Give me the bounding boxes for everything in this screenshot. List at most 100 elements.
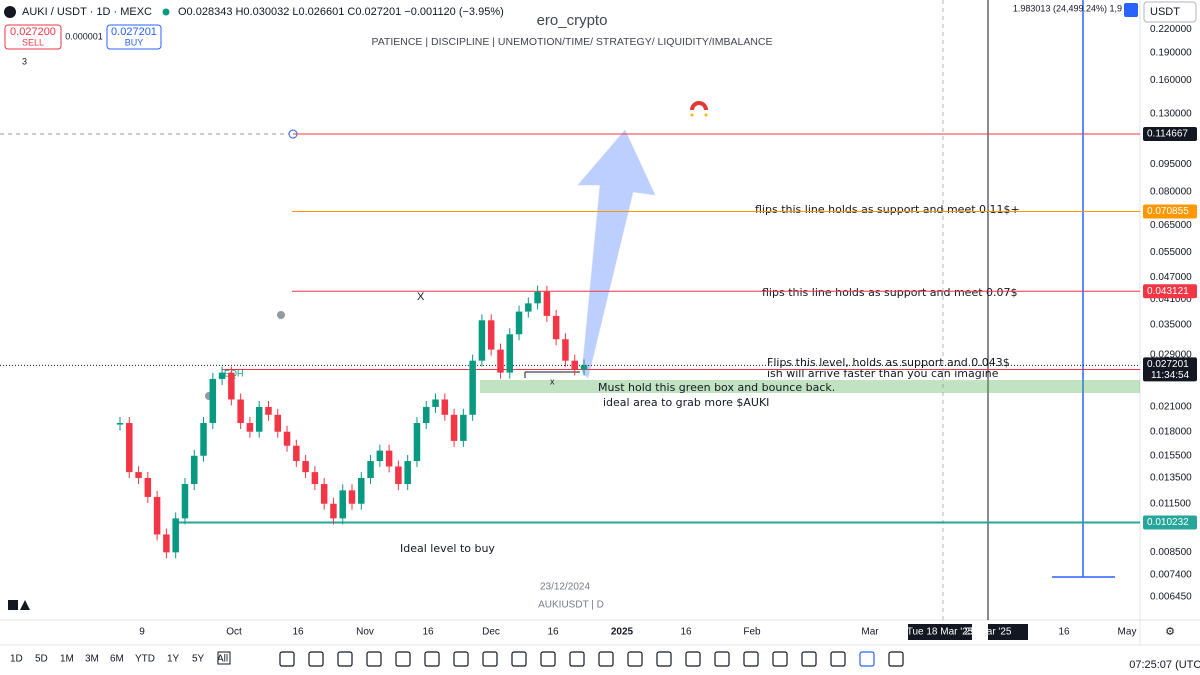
y-tick-label: 0.007400 — [1150, 569, 1192, 580]
candle-body — [218, 372, 226, 379]
y-tick-label: 0.021000 — [1150, 402, 1192, 413]
range-button[interactable]: All — [217, 654, 228, 665]
green-box — [480, 380, 1140, 393]
drawing-tool[interactable] — [888, 651, 904, 667]
drawing-tool[interactable] — [395, 651, 411, 667]
candle-body — [348, 490, 356, 504]
date-badge — [988, 624, 1028, 640]
candle-body — [283, 431, 291, 446]
drawing-tool[interactable] — [424, 651, 440, 667]
candle-body — [246, 423, 254, 432]
candle-body — [144, 477, 152, 497]
drawing-tool[interactable] — [714, 651, 730, 667]
buy-label: BUY — [125, 37, 144, 47]
x-tick-label: Dec — [482, 627, 500, 638]
candle-body — [190, 455, 198, 485]
candle-body — [506, 334, 514, 373]
candle-body — [367, 461, 374, 478]
drawing-tool[interactable] — [511, 651, 527, 667]
tv-logo — [8, 600, 30, 610]
candle-body — [478, 320, 486, 361]
range-button[interactable]: 5Y — [192, 654, 205, 665]
x-tick-label: 9 — [139, 627, 145, 638]
y-tick-label: 0.055000 — [1150, 247, 1192, 258]
marker — [277, 311, 285, 319]
price-badge — [1143, 284, 1197, 299]
x-tick-label: 16 — [422, 627, 434, 638]
candle-body — [135, 472, 142, 478]
symbol: AUKI / USDT · 1D · MEXC — [22, 6, 152, 18]
candle-body — [562, 339, 569, 361]
candle-body — [311, 472, 319, 485]
y-tick-label: 0.220000 — [1150, 24, 1192, 35]
x-tick-label: 2025 — [611, 627, 634, 638]
drawing-tool[interactable] — [598, 651, 614, 667]
candle-body — [126, 423, 133, 473]
x-tick-label: Feb — [743, 627, 761, 638]
clock: 07:25:07 (UTC-5) — [1129, 659, 1200, 671]
drawing-tool[interactable] — [453, 651, 469, 667]
drawing-tool[interactable] — [540, 651, 556, 667]
range-button[interactable]: 5D — [35, 654, 48, 665]
drawing-tool[interactable] — [859, 651, 875, 667]
drawing-tool[interactable] — [830, 651, 846, 667]
candle-body — [320, 484, 328, 504]
candle-body — [469, 360, 476, 415]
candle-body — [385, 450, 393, 467]
range-button[interactable]: 1Y — [167, 654, 180, 665]
candle-body — [441, 399, 449, 415]
candle-body — [172, 518, 179, 553]
spread: 0.000001 — [65, 31, 103, 41]
range-button[interactable]: 1D — [10, 654, 23, 665]
alert-button[interactable] — [1124, 3, 1138, 17]
drawing-tool[interactable] — [656, 651, 672, 667]
currency-box[interactable] — [1143, 1, 1197, 23]
watermark-date: 23/12/2024 — [540, 582, 590, 593]
drawing-tool[interactable] — [308, 651, 324, 667]
candle-body — [497, 349, 504, 373]
y-tick-label: 0.006450 — [1150, 591, 1192, 602]
y-tick-label: 0.013500 — [1150, 473, 1192, 484]
range-button[interactable]: 3M — [85, 654, 99, 665]
price-badge-label: 0.070855 — [1147, 206, 1189, 217]
settings-icon[interactable]: ⚙ — [1165, 626, 1175, 638]
crosshair-date: 29 Mar '25 — [965, 627, 1012, 638]
y-tick-label: 0.160000 — [1150, 75, 1192, 86]
projection-arrow — [576, 129, 656, 379]
candle-body — [274, 414, 282, 432]
candle-body — [302, 461, 309, 473]
annotation: Ideal level to buy — [400, 542, 495, 555]
top-right-info: 1.983013 (24,499.24%) 1,9 — [1013, 3, 1122, 13]
symbol-logo — [4, 6, 16, 18]
drawing-tool[interactable] — [772, 651, 788, 667]
drawing-tool[interactable] — [337, 651, 353, 667]
range-button[interactable]: 1M — [60, 654, 74, 665]
y-tick-label: 0.035000 — [1150, 319, 1192, 330]
sell-button[interactable] — [4, 24, 62, 50]
drawing-tool[interactable] — [627, 651, 643, 667]
drawing-tool[interactable] — [569, 651, 585, 667]
buy-button[interactable] — [106, 24, 162, 50]
y-tick-label: 0.190000 — [1150, 48, 1192, 59]
drawing-tool[interactable] — [482, 651, 498, 667]
candle-body — [153, 496, 161, 535]
y-tick-label: 0.047000 — [1150, 272, 1192, 283]
drawing-tool[interactable] — [743, 651, 759, 667]
drawing-tool[interactable] — [801, 651, 817, 667]
price-badge — [1143, 127, 1197, 142]
sell-price: 0.027200 — [10, 26, 56, 38]
drawing-tool[interactable] — [685, 651, 701, 667]
range-button[interactable]: 6M — [110, 654, 124, 665]
date-range-icon[interactable] — [217, 651, 231, 665]
annotation: X — [417, 291, 425, 303]
drawing-tool[interactable] — [279, 651, 295, 667]
drawing-tool[interactable] — [366, 651, 382, 667]
candle-body — [571, 360, 578, 370]
y-tick-label: 0.011500 — [1150, 498, 1191, 509]
price-badge-label: 0.010232 — [1147, 517, 1189, 528]
indicator-count[interactable]: 3 — [22, 56, 27, 66]
market-status — [162, 8, 170, 16]
subtitle: PATIENCE | DISCIPLINE | UNEMOTION/TIME/ … — [371, 36, 772, 48]
range-button[interactable]: YTD — [135, 654, 155, 665]
candle-body — [330, 503, 337, 519]
